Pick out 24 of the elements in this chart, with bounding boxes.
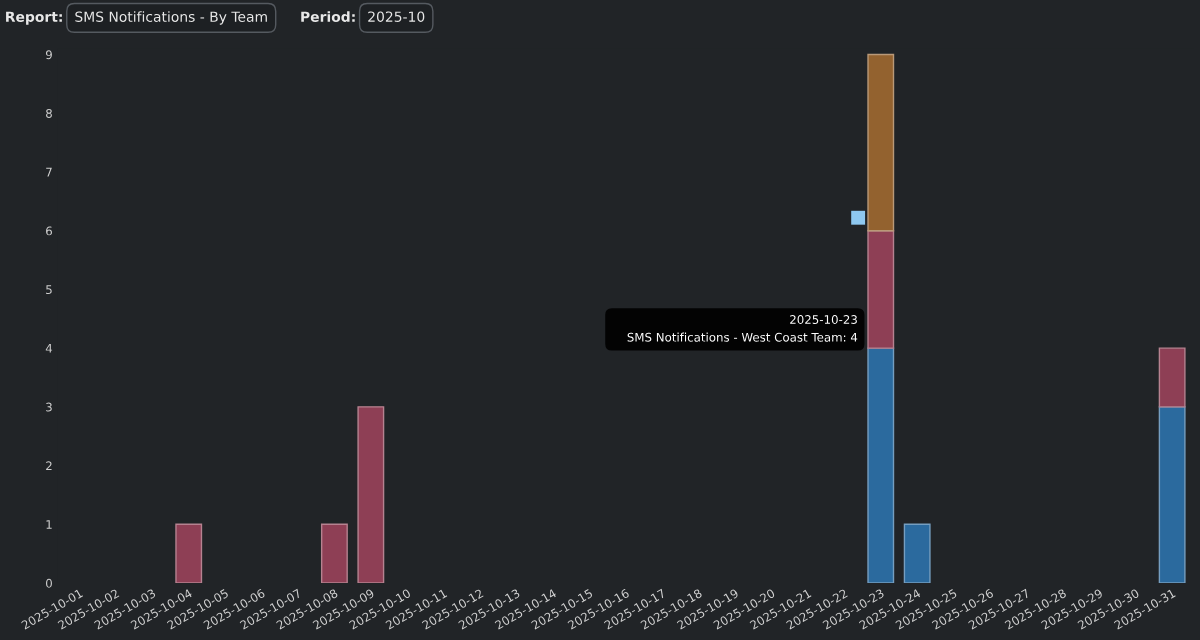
y-tick-label: 7 [46,167,52,177]
y-tick-label: 4 [45,344,53,353]
bar [320,523,348,584]
y-tick-label: 1 [46,520,52,529]
bar [1158,406,1186,584]
text: 2025-10 [368,11,425,22]
text: Period: [301,11,355,22]
bar [867,53,895,232]
annotation: 2025-10-23 SMS Notifications - West Coast Team: 4 [627,315,858,342]
bar [1158,347,1186,408]
bar [867,229,895,349]
bar [867,347,895,584]
text: Report: [6,11,62,25]
y-tick-label: 6 [46,226,52,236]
text: SMS Notifications - By Team [75,11,267,25]
bar [175,523,203,584]
y-tick-label: 0 [46,578,52,588]
y-tick-label: 9 [45,50,52,60]
y-tick-label: 2 [46,461,52,471]
y-tick-label: 8 [46,108,52,118]
bar [903,523,931,584]
bar [357,406,385,584]
y-tick-label: 5 [46,285,52,295]
y-tick-label: 3 [46,402,52,412]
